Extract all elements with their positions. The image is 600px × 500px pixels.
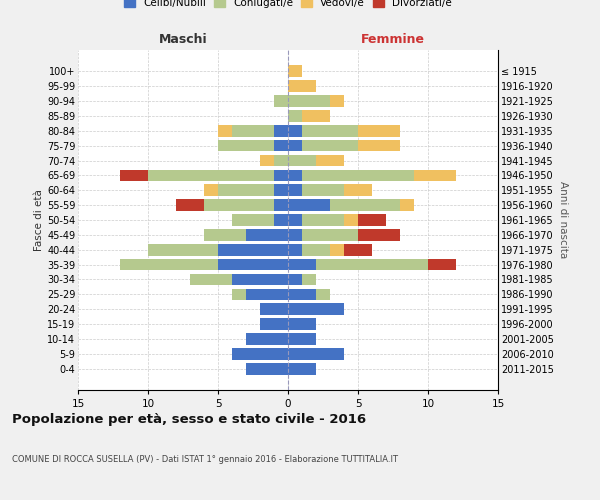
Bar bbox=[288, 274, 302, 285]
Bar bbox=[302, 274, 316, 285]
Bar bbox=[330, 200, 400, 211]
Bar bbox=[148, 170, 274, 181]
Bar bbox=[120, 259, 218, 270]
Bar bbox=[288, 363, 316, 374]
Bar bbox=[274, 214, 288, 226]
Bar bbox=[330, 244, 344, 256]
Bar bbox=[288, 170, 302, 181]
Bar bbox=[288, 348, 344, 360]
Bar bbox=[330, 95, 344, 107]
Bar bbox=[232, 348, 288, 360]
Bar bbox=[288, 304, 344, 315]
Bar bbox=[288, 259, 316, 270]
Bar bbox=[288, 318, 316, 330]
Bar bbox=[288, 66, 302, 77]
Bar bbox=[218, 244, 288, 256]
Bar bbox=[302, 229, 358, 240]
Bar bbox=[302, 125, 358, 136]
Bar bbox=[344, 214, 358, 226]
Text: Maschi: Maschi bbox=[158, 33, 208, 46]
Bar bbox=[176, 200, 204, 211]
Bar bbox=[120, 170, 148, 181]
Bar bbox=[246, 363, 288, 374]
Bar bbox=[232, 274, 288, 285]
Bar bbox=[204, 200, 274, 211]
Bar bbox=[232, 214, 274, 226]
Bar bbox=[260, 318, 288, 330]
Bar bbox=[218, 140, 274, 151]
Bar bbox=[316, 288, 330, 300]
Bar bbox=[246, 288, 288, 300]
Bar bbox=[302, 184, 344, 196]
Bar bbox=[288, 184, 302, 196]
Bar bbox=[344, 244, 372, 256]
Bar bbox=[260, 154, 274, 166]
Bar bbox=[358, 140, 400, 151]
Bar bbox=[204, 229, 246, 240]
Bar bbox=[274, 125, 288, 136]
Bar bbox=[288, 95, 330, 107]
Bar bbox=[288, 333, 316, 345]
Text: Femmine: Femmine bbox=[361, 33, 425, 46]
Bar bbox=[288, 125, 302, 136]
Bar bbox=[218, 125, 232, 136]
Bar bbox=[288, 229, 302, 240]
Bar bbox=[260, 304, 288, 315]
Bar bbox=[274, 154, 288, 166]
Legend: Celibi/Nubili, Coniugati/e, Vedovi/e, Divorziati/e: Celibi/Nubili, Coniugati/e, Vedovi/e, Di… bbox=[120, 0, 456, 12]
Bar bbox=[288, 110, 302, 122]
Y-axis label: Fasce di età: Fasce di età bbox=[34, 189, 44, 251]
Bar bbox=[246, 333, 288, 345]
Bar bbox=[218, 259, 288, 270]
Bar bbox=[274, 95, 288, 107]
Bar bbox=[400, 200, 414, 211]
Bar bbox=[288, 244, 302, 256]
Bar bbox=[344, 184, 372, 196]
Bar bbox=[274, 170, 288, 181]
Bar bbox=[274, 200, 288, 211]
Bar bbox=[358, 214, 386, 226]
Bar bbox=[218, 184, 274, 196]
Bar bbox=[274, 184, 288, 196]
Bar bbox=[414, 170, 456, 181]
Bar bbox=[288, 80, 316, 92]
Bar bbox=[428, 259, 456, 270]
Bar bbox=[148, 244, 218, 256]
Bar bbox=[302, 140, 358, 151]
Bar bbox=[204, 184, 218, 196]
Bar bbox=[232, 125, 274, 136]
Bar bbox=[274, 140, 288, 151]
Bar bbox=[246, 229, 288, 240]
Bar bbox=[288, 140, 302, 151]
Y-axis label: Anni di nascita: Anni di nascita bbox=[557, 182, 568, 258]
Text: COMUNE DI ROCCA SUSELLA (PV) - Dati ISTAT 1° gennaio 2016 - Elaborazione TUTTITA: COMUNE DI ROCCA SUSELLA (PV) - Dati ISTA… bbox=[12, 455, 398, 464]
Bar bbox=[302, 110, 330, 122]
Bar bbox=[288, 200, 330, 211]
Bar bbox=[288, 154, 316, 166]
Bar bbox=[316, 259, 428, 270]
Bar bbox=[190, 274, 232, 285]
Bar bbox=[358, 125, 400, 136]
Bar bbox=[288, 288, 316, 300]
Bar bbox=[316, 154, 344, 166]
Bar bbox=[232, 288, 246, 300]
Bar bbox=[358, 229, 400, 240]
Bar bbox=[288, 214, 302, 226]
Bar bbox=[302, 170, 414, 181]
Bar bbox=[302, 244, 330, 256]
Text: Popolazione per età, sesso e stato civile - 2016: Popolazione per età, sesso e stato civil… bbox=[12, 412, 366, 426]
Bar bbox=[302, 214, 344, 226]
